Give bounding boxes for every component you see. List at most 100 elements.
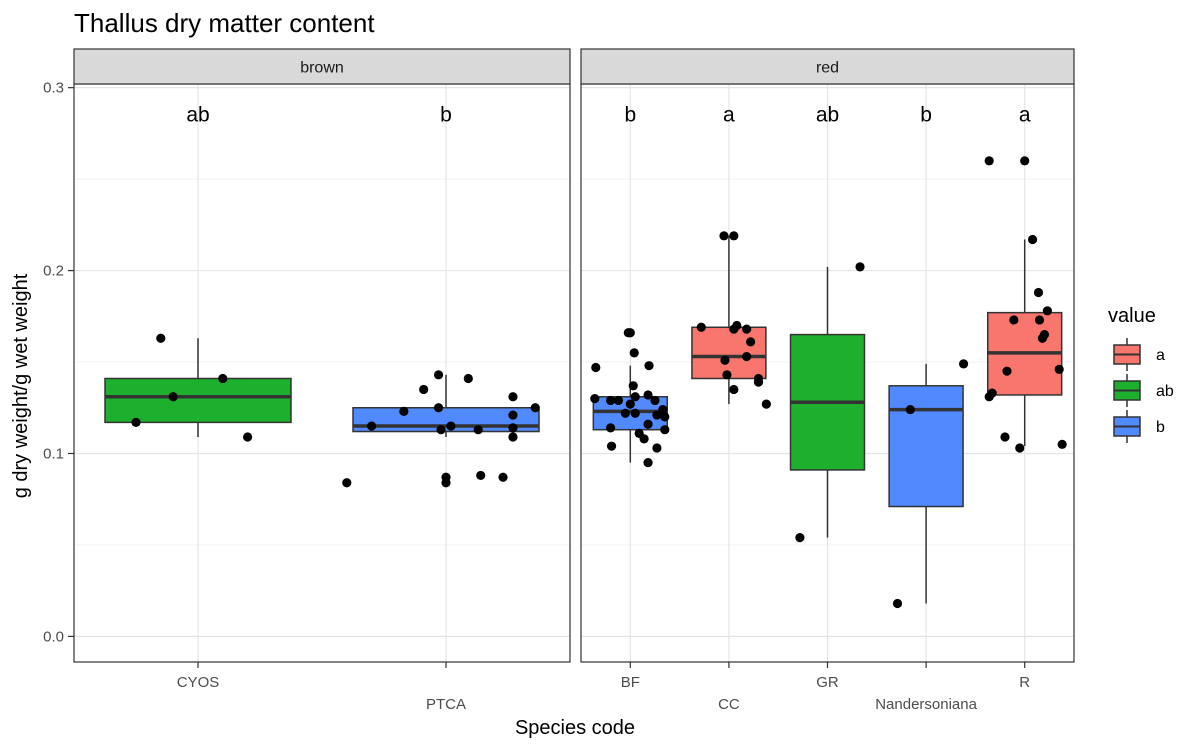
- data-point: [613, 395, 624, 406]
- data-point: [630, 392, 640, 402]
- significance-label-CC: a: [723, 104, 735, 127]
- panel-brown: ab b brown CYOS PTCA 0.0 0.1 0.2 0.3: [43, 48, 571, 713]
- data-point: [1027, 234, 1038, 245]
- data-point: [628, 381, 638, 391]
- data-point: [131, 417, 141, 427]
- data-point: [1033, 287, 1044, 298]
- data-point: [168, 392, 178, 402]
- data-point: [658, 404, 668, 415]
- data-point: [987, 388, 997, 398]
- x-axis-title: Species code: [515, 717, 635, 739]
- data-point: [905, 404, 915, 415]
- data-point: [342, 478, 352, 488]
- data-point: [1020, 156, 1030, 166]
- data-point: [761, 399, 771, 409]
- strip-label-red: red: [816, 60, 839, 77]
- data-point: [892, 598, 903, 609]
- x-tick-label-CYOS: CYOS: [177, 674, 220, 691]
- data-point: [630, 408, 640, 418]
- data-point: [590, 394, 600, 404]
- data-point: [156, 333, 166, 343]
- data-point: [1037, 333, 1048, 343]
- data-point: [508, 410, 518, 420]
- data-point: [508, 392, 518, 402]
- data-point: [745, 337, 756, 347]
- data-point: [719, 231, 729, 241]
- data-point: [433, 403, 444, 413]
- data-point: [696, 322, 706, 332]
- data-point: [742, 324, 752, 334]
- significance-label-BF: b: [624, 104, 636, 127]
- data-point: [1015, 443, 1025, 453]
- legend-label-b: b: [1156, 419, 1165, 436]
- data-point: [1000, 432, 1010, 442]
- box-PTCA: b: [342, 104, 540, 488]
- data-point: [729, 324, 739, 334]
- data-point: [218, 373, 228, 384]
- data-point: [1057, 439, 1067, 449]
- data-point: [958, 359, 969, 369]
- data-point: [652, 443, 662, 453]
- data-point: [742, 351, 752, 362]
- legend-item-a: a: [1113, 338, 1165, 371]
- data-point: [620, 408, 630, 418]
- box-CC: a: [691, 104, 771, 409]
- legend-title: value: [1108, 305, 1156, 327]
- x-tick-label-Nandersoniana: Nandersoniana: [875, 696, 977, 713]
- y-tick-label: 0.2: [43, 263, 64, 280]
- data-point: [984, 156, 994, 166]
- x-tick-label-BF: BF: [621, 674, 640, 691]
- box-CYOS: ab: [104, 104, 292, 442]
- x-tick-label-CC: CC: [718, 696, 740, 713]
- box-R: a: [984, 104, 1067, 453]
- data-point: [243, 432, 253, 442]
- y-tick-label: 0.0: [43, 628, 64, 645]
- box-iqr: [104, 377, 292, 424]
- data-point: [498, 472, 508, 482]
- data-point: [729, 384, 739, 395]
- data-point: [476, 470, 486, 481]
- y-tick-label: 0.3: [43, 80, 64, 97]
- y-axis-title: g dry weight/g wet weight: [10, 273, 32, 498]
- data-point: [855, 262, 865, 272]
- data-point: [652, 410, 662, 420]
- significance-label-R: a: [1019, 104, 1031, 127]
- box-iqr: [888, 385, 964, 508]
- x-tick-label-PTCA: PTCA: [426, 696, 466, 713]
- data-point: [795, 533, 805, 543]
- data-point: [1054, 364, 1064, 374]
- strip-red: [580, 48, 1075, 85]
- data-point: [644, 361, 654, 371]
- data-point: [419, 384, 429, 395]
- data-point: [433, 370, 444, 380]
- y-tick-label: 0.1: [43, 445, 64, 462]
- data-point: [508, 423, 518, 433]
- data-point: [729, 231, 739, 241]
- significance-label-GR: ab: [816, 104, 839, 127]
- data-point: [639, 434, 649, 444]
- data-point: [367, 421, 377, 431]
- data-point: [643, 390, 653, 400]
- box-Nandersoniana: b: [888, 104, 969, 609]
- legend: value a ab b: [1108, 305, 1174, 443]
- data-point: [473, 425, 483, 435]
- panel-red: b a ab b a red BF CC GR Nandersoniana R: [580, 48, 1075, 713]
- data-point: [643, 458, 653, 468]
- data-point: [446, 421, 456, 431]
- strip-brown: [73, 48, 571, 85]
- data-point: [625, 328, 635, 338]
- x-tick-label-GR: GR: [816, 674, 839, 691]
- data-point: [1034, 315, 1045, 325]
- data-point: [1002, 366, 1012, 376]
- chart-panels: ab b brown CYOS PTCA 0.0 0.1 0.2 0.3 b a ab b a red BF C…: [43, 48, 1075, 713]
- data-point: [753, 377, 764, 387]
- data-point: [720, 355, 730, 365]
- data-point: [441, 478, 451, 488]
- significance-label-CYOS: ab: [186, 104, 209, 127]
- box-iqr: [691, 326, 767, 380]
- data-point: [606, 441, 617, 451]
- chart-title: Thallus dry matter content: [74, 8, 375, 38]
- data-point: [605, 395, 616, 406]
- box-BF: b: [590, 104, 670, 468]
